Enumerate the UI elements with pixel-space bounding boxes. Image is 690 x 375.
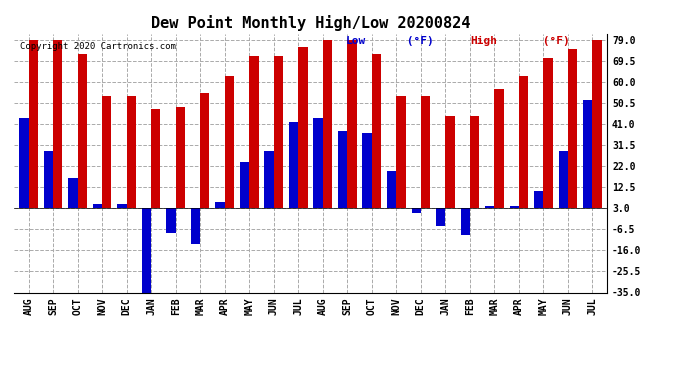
Bar [372,54,381,208]
Bar [102,96,111,208]
Bar [411,209,421,213]
Bar [19,118,28,208]
Bar [362,133,372,209]
Bar [298,47,308,209]
Bar [92,204,102,209]
Bar [68,177,77,209]
Bar [510,206,519,209]
Bar [126,96,136,208]
Bar [191,209,200,244]
Text: Copyright 2020 Cartronics.com: Copyright 2020 Cartronics.com [20,42,176,51]
Bar [323,40,332,209]
Bar [264,151,274,208]
Bar [495,89,504,209]
Bar [289,122,298,208]
Text: Low: Low [346,36,366,46]
Bar [77,54,87,208]
Bar [519,76,529,208]
Bar [43,151,53,208]
Bar [225,76,234,208]
Bar [215,202,225,208]
Text: High: High [471,36,497,46]
Bar [436,209,445,226]
Bar [53,40,62,209]
Bar [460,209,470,235]
Bar [151,109,161,208]
Bar [568,49,578,209]
Bar [485,206,495,209]
Bar [387,171,396,208]
Bar [117,204,126,209]
Bar [166,209,176,233]
Bar [396,96,406,208]
Bar [142,209,151,295]
Text: (°F): (°F) [536,36,570,46]
Bar [445,116,455,208]
Bar [338,131,347,209]
Bar [200,93,210,208]
Bar [559,151,568,208]
Bar [249,56,259,208]
Bar [583,100,593,208]
Bar [240,162,249,209]
Title: Dew Point Monthly High/Low 20200824: Dew Point Monthly High/Low 20200824 [151,15,470,31]
Bar [347,40,357,209]
Bar [421,96,430,208]
Bar [470,116,479,208]
Bar [544,58,553,208]
Bar [274,56,283,208]
Text: (°F): (°F) [400,36,433,46]
Bar [28,40,38,209]
Bar [176,107,185,208]
Bar [534,191,544,208]
Bar [313,118,323,208]
Bar [593,40,602,209]
